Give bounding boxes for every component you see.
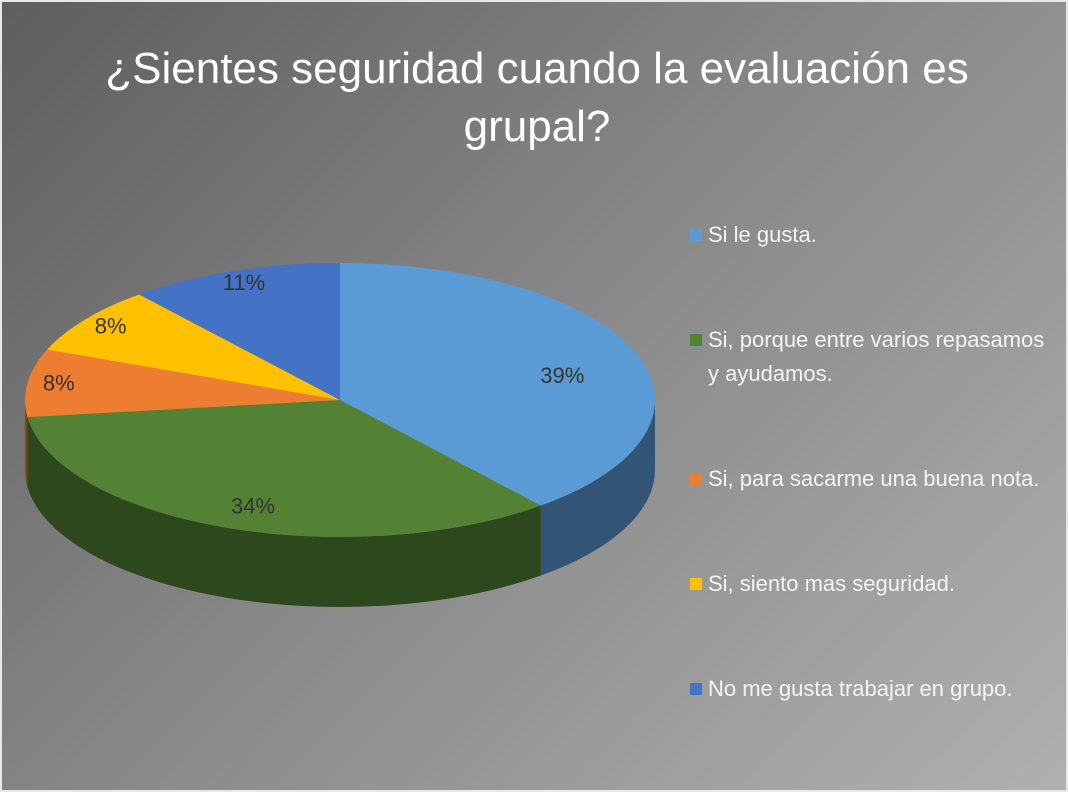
legend-entry: Si le gusta. [690,218,1050,252]
data-label: 39% [540,363,584,388]
legend-entry: Si, siento mas seguridad. [690,567,1050,601]
data-label: 8% [43,370,75,395]
slice [47,294,340,400]
slice [27,400,541,537]
legend-entry: No me gusta trabajar en grupo. [690,672,1050,706]
legend-swatch [690,683,702,696]
slice [340,263,655,506]
legend-swatch [690,472,702,485]
slice [25,349,341,418]
legend-label: No me gusta trabajar en grupo. [708,676,1013,702]
legend-swatch [690,228,702,241]
data-label: 8% [95,313,127,338]
legend-label: Si le gusta. [708,221,817,247]
chart-title: ¿Sientes seguridad cuando la evaluación … [105,44,969,151]
slice [139,263,340,400]
slice-side [25,400,28,488]
data-label: 11% [223,270,265,295]
data-label: 34% [231,493,275,518]
legend-swatch [690,578,702,591]
legend-swatch [690,333,702,346]
legend-label: Si, siento mas seguridad. [708,571,956,597]
legend-entry: Si, porque entre varios repasamos y ayud… [690,323,1050,391]
legend-entry: Si, para sacarme una buena nota. [690,462,1050,496]
legend-label: Si, para sacarme una buena nota. [708,465,1040,491]
legend: Si le gusta. Si, porque entre varios repa… [690,182,1050,742]
slice-side [27,417,541,607]
legend-label: Si, porque entre varios repasamos y ayud… [708,326,1045,386]
slice-side [540,400,655,576]
